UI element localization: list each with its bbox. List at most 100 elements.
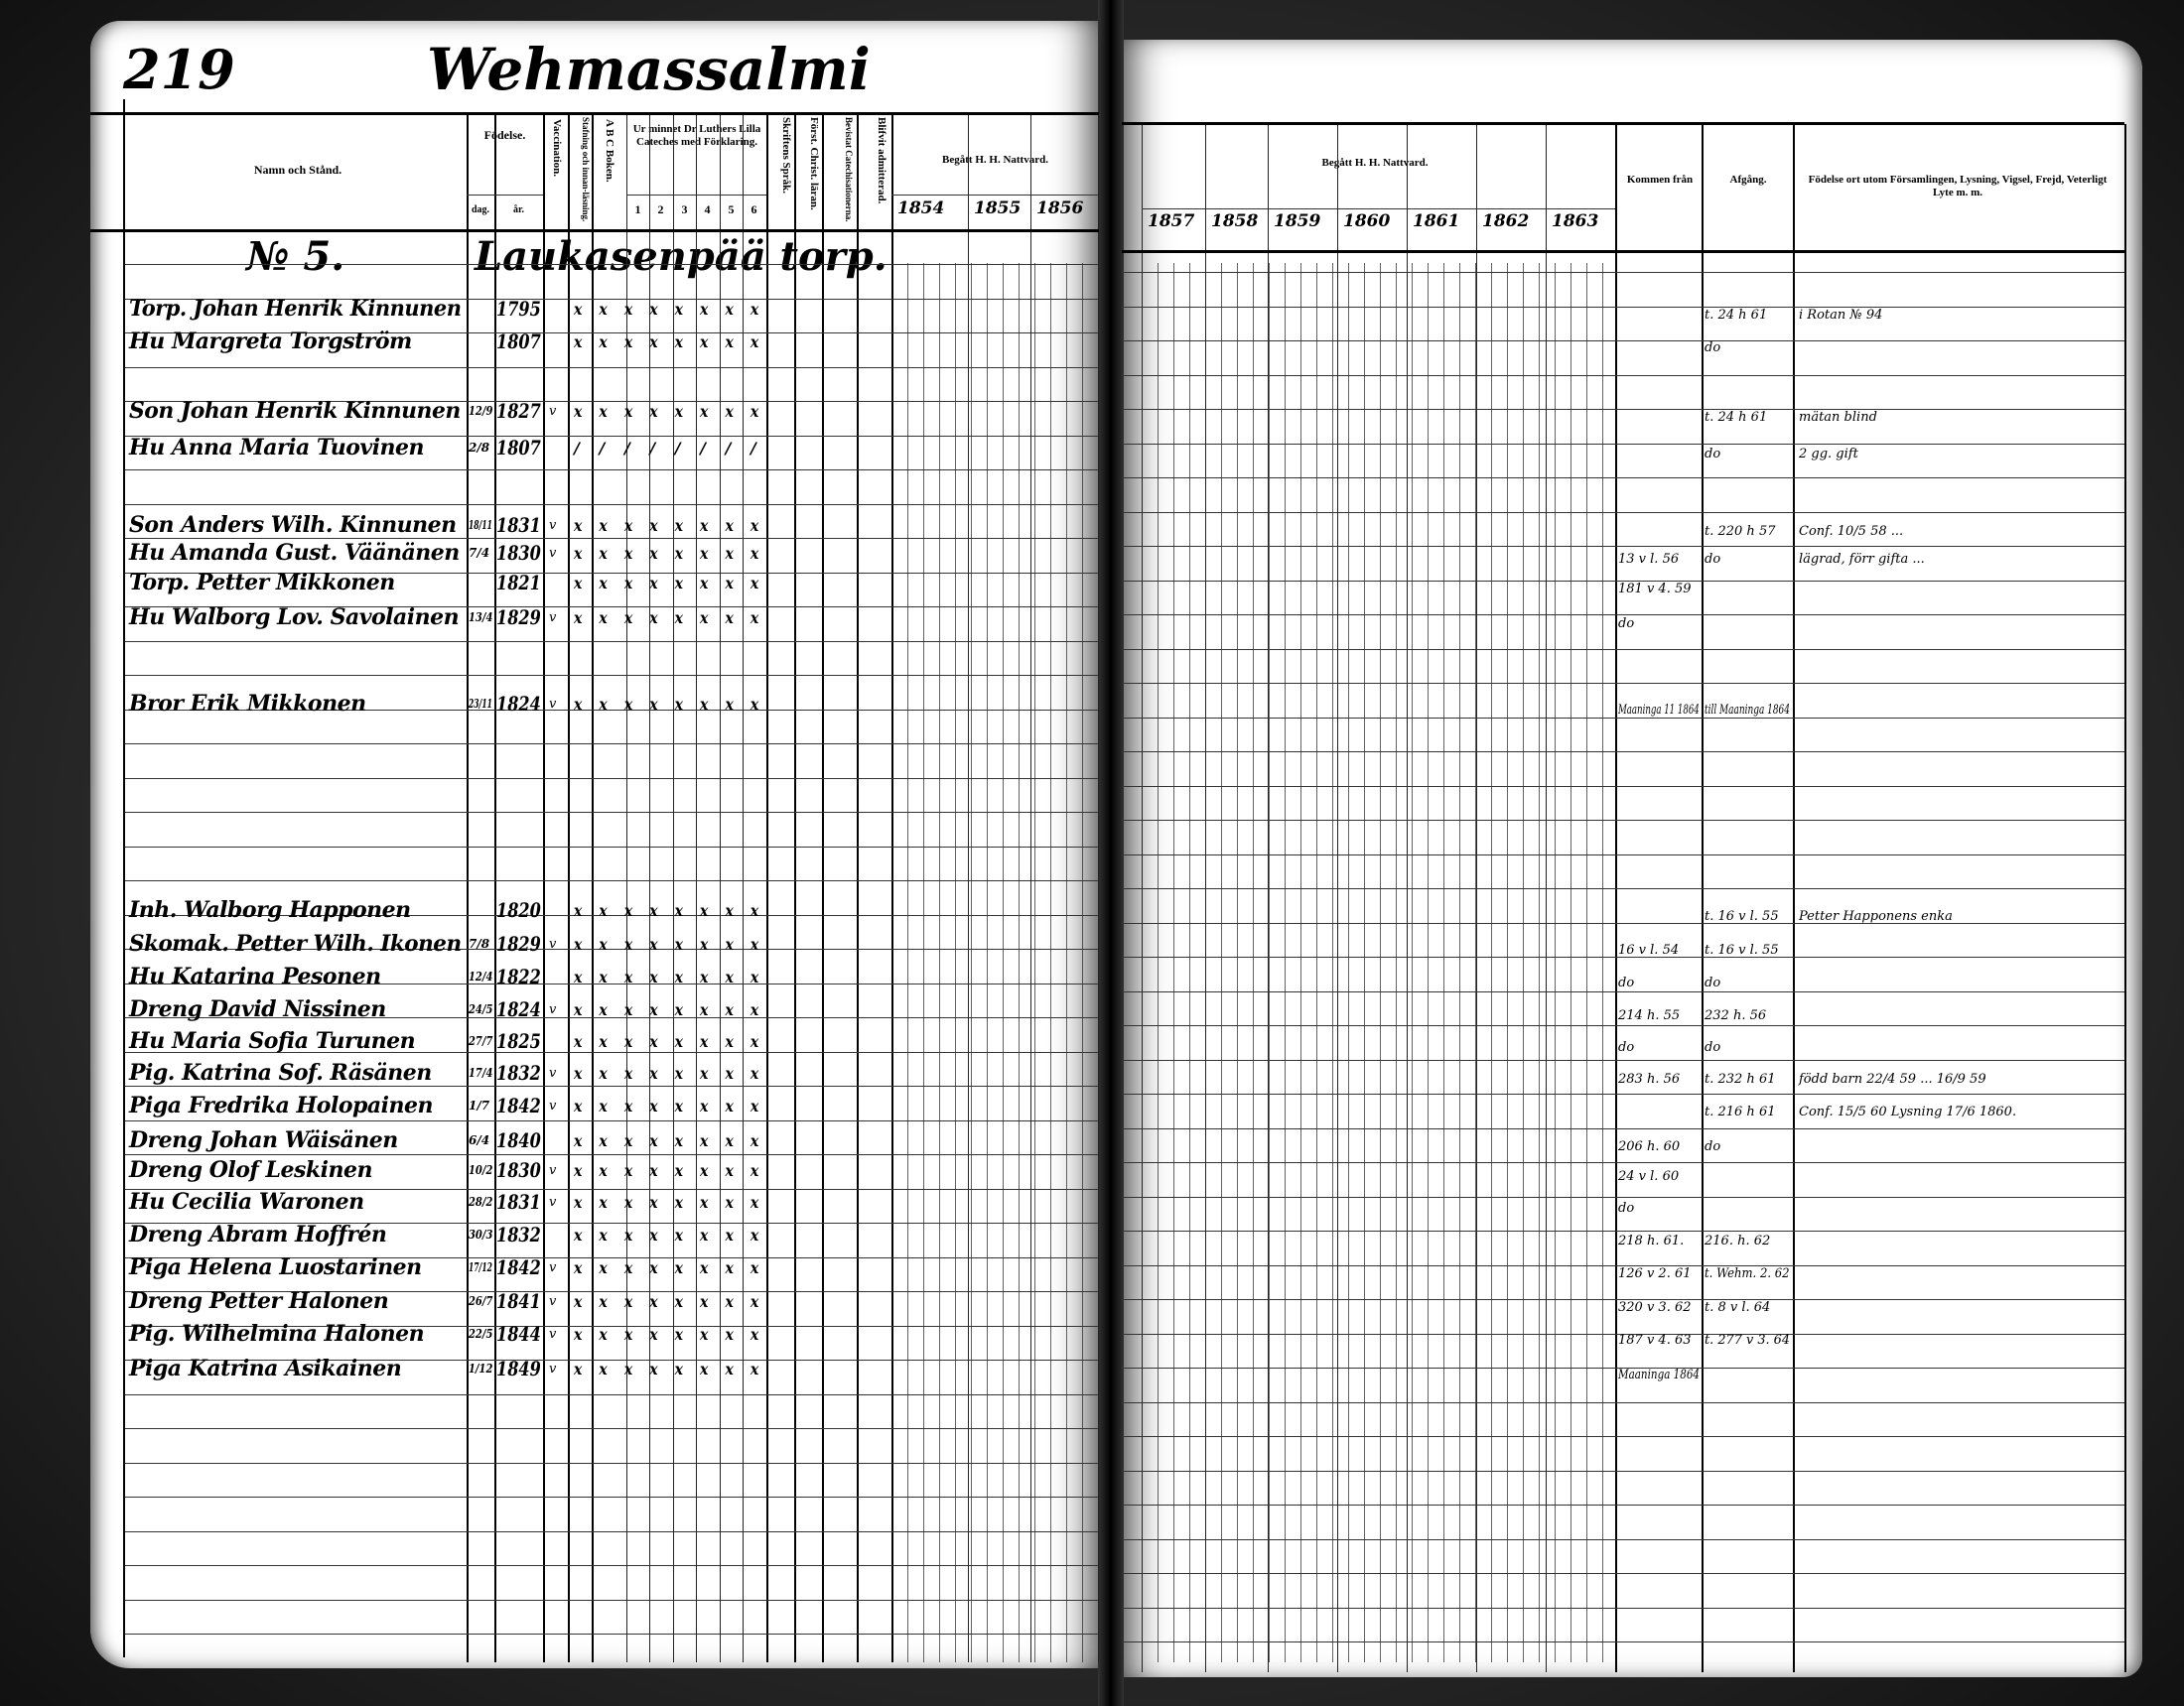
row-rule bbox=[1122, 1573, 2124, 1574]
header-christianity: Först. Christ. läran. bbox=[808, 117, 820, 210]
reading-marks: x x x x x x x x bbox=[574, 332, 765, 351]
communion-subrule bbox=[1602, 263, 1603, 1662]
communion-subrule bbox=[1221, 263, 1222, 1662]
person-name: Torp. Petter Mikkonen bbox=[129, 570, 395, 595]
remark: Petter Happonens enka bbox=[1799, 909, 1953, 924]
row-rule bbox=[1122, 751, 2124, 752]
row-rule bbox=[1122, 888, 2124, 889]
birth-day: 12/9 bbox=[469, 404, 493, 418]
header-top-rule bbox=[90, 112, 1099, 115]
row-rule bbox=[125, 846, 1098, 848]
row-rule bbox=[1122, 374, 2124, 376]
column-rule bbox=[543, 114, 545, 1662]
reading-marks: x x x x x x x x bbox=[574, 901, 765, 920]
reading-marks: x x x x x x x x bbox=[574, 1097, 765, 1115]
person-name: Bror Erik Mikkonen bbox=[129, 691, 366, 717]
reading-marks: x x x x x x x x bbox=[574, 695, 765, 714]
departure: 232 h. 56 bbox=[1705, 1008, 1767, 1023]
row-rule bbox=[1122, 306, 2124, 308]
person-name: Pig. Wilhelmina Halonen bbox=[129, 1321, 425, 1347]
row-rule bbox=[1122, 614, 2124, 615]
column-rule bbox=[649, 114, 650, 1662]
birth-subrule bbox=[467, 195, 543, 196]
reading-marks: x x x x x x x x bbox=[574, 935, 765, 954]
row-rule bbox=[1122, 922, 2124, 924]
person-name: Piga Fredrika Holopainen bbox=[129, 1093, 433, 1118]
header-birth-year: år. bbox=[512, 204, 525, 215]
vaccination-mark: v bbox=[549, 546, 557, 561]
communion-subrule bbox=[1269, 263, 1270, 1662]
row-rule bbox=[1122, 1299, 2124, 1300]
departure: 216. h. 62 bbox=[1705, 1234, 1771, 1248]
birth-year: 1829 bbox=[496, 932, 541, 956]
departure: t. 216 h 61 bbox=[1705, 1105, 1776, 1119]
row-rule bbox=[125, 1223, 1098, 1224]
row-rule bbox=[125, 264, 1098, 265]
departure: t. 24 h 61 bbox=[1705, 308, 1768, 323]
row-rule bbox=[125, 366, 1098, 368]
communion-subrule bbox=[1348, 263, 1349, 1662]
birth-year: 1829 bbox=[496, 605, 541, 629]
row-rule bbox=[125, 777, 1098, 779]
reading-marks: x x x x x x x x bbox=[574, 1360, 765, 1378]
birth-year: 1831 bbox=[496, 513, 541, 537]
header-vaccination: Vaccination. bbox=[551, 119, 563, 177]
communion-subrule bbox=[1253, 263, 1254, 1662]
communion-subrule bbox=[1050, 263, 1051, 1662]
communion-subrule bbox=[1555, 263, 1556, 1662]
row-rule bbox=[125, 503, 1098, 505]
reading-marks: x x x x x x x x bbox=[574, 1064, 765, 1083]
row-rule bbox=[125, 469, 1098, 470]
departure: t. 277 v 3. 64 bbox=[1705, 1333, 1791, 1348]
row-rule bbox=[125, 1086, 1098, 1087]
birth-year: 1807 bbox=[496, 436, 541, 459]
right-register-page bbox=[1120, 40, 2142, 1677]
header-year: 1859 bbox=[1274, 211, 1321, 231]
column-rule bbox=[1702, 124, 1704, 1672]
row-rule bbox=[125, 1119, 1098, 1121]
row-rule bbox=[125, 1462, 1098, 1464]
birth-year: 1795 bbox=[496, 297, 541, 321]
birth-year: 1842 bbox=[496, 1094, 541, 1117]
column-rule bbox=[494, 114, 496, 1662]
birth-day: 27/7 bbox=[469, 1034, 493, 1048]
header-year: 1861 bbox=[1413, 211, 1460, 231]
column-rule bbox=[1615, 124, 1617, 1672]
row-rule bbox=[1122, 1196, 2124, 1198]
column-rule bbox=[2124, 124, 2126, 1672]
column-rule bbox=[857, 114, 859, 1662]
row-rule bbox=[1122, 1231, 2124, 1232]
birth-day: 17/12 bbox=[469, 1260, 492, 1274]
departure: t. Wehm. 2. 62 bbox=[1705, 1266, 1790, 1281]
header-catechism-part: 4 bbox=[704, 202, 711, 216]
person-name: Hu Walborg Lov. Savolainen bbox=[129, 604, 460, 630]
row-rule bbox=[125, 675, 1098, 676]
birth-year: 1824 bbox=[496, 692, 541, 716]
column-rule bbox=[1098, 114, 1099, 1662]
column-rule bbox=[1407, 124, 1408, 1672]
arrived-from: do bbox=[1618, 976, 1635, 990]
remark: 2 gg. gift bbox=[1799, 447, 1858, 461]
birth-day: 7/8 bbox=[469, 937, 490, 951]
column-rule bbox=[467, 114, 469, 1662]
row-rule bbox=[125, 640, 1098, 642]
birth-year: 1824 bbox=[496, 997, 541, 1021]
row-rule bbox=[125, 1154, 1098, 1155]
arrived-from: 214 h. 55 bbox=[1618, 1008, 1681, 1023]
birth-day: 24/5 bbox=[469, 1002, 493, 1016]
remark: mätan blind bbox=[1799, 410, 1877, 425]
left-register-page bbox=[90, 21, 1102, 1668]
row-rule bbox=[1122, 511, 2124, 513]
header-reading: Stafning och innan-läsning. bbox=[581, 117, 591, 222]
household-place: Laukasenpää torp. bbox=[475, 233, 887, 280]
header-remarks: Födelse ort utom Församlingen, Lysning, … bbox=[1808, 174, 2108, 198]
birth-year: 1841 bbox=[496, 1289, 541, 1313]
row-rule bbox=[1122, 853, 2124, 855]
vaccination-mark: v bbox=[549, 1163, 557, 1178]
birth-day: 30/3 bbox=[469, 1228, 493, 1242]
communion-subrule bbox=[1459, 263, 1460, 1662]
header-admitted: Blifvit admitterad. bbox=[876, 117, 887, 204]
remark: född barn 22/4 59 ... 16/9 59 bbox=[1799, 1072, 1986, 1087]
birth-year: 1840 bbox=[496, 1128, 541, 1152]
birth-day: 28/2 bbox=[469, 1195, 493, 1209]
